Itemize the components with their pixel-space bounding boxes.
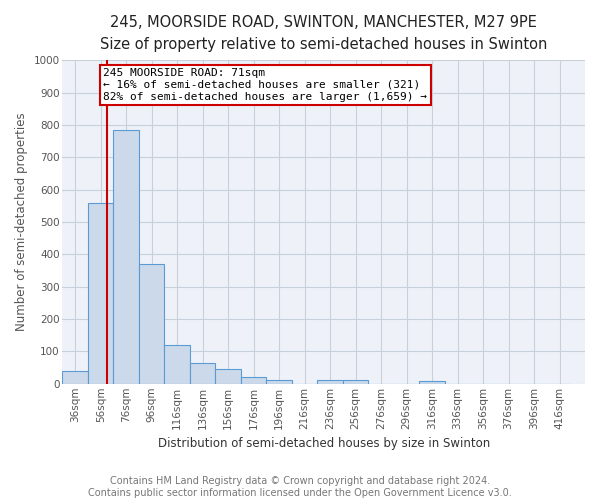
- Bar: [241, 376, 266, 384]
- Bar: [190, 364, 215, 384]
- Bar: [419, 380, 445, 384]
- Bar: [88, 204, 113, 384]
- Bar: [343, 380, 368, 384]
- Text: Contains HM Land Registry data © Crown copyright and database right 2024.
Contai: Contains HM Land Registry data © Crown c…: [88, 476, 512, 498]
- Bar: [317, 380, 343, 384]
- Text: 245 MOORSIDE ROAD: 71sqm
← 16% of semi-detached houses are smaller (321)
82% of : 245 MOORSIDE ROAD: 71sqm ← 16% of semi-d…: [103, 68, 427, 102]
- X-axis label: Distribution of semi-detached houses by size in Swinton: Distribution of semi-detached houses by …: [158, 437, 490, 450]
- Bar: [62, 371, 88, 384]
- Bar: [164, 345, 190, 384]
- Bar: [139, 264, 164, 384]
- Bar: [266, 380, 292, 384]
- Y-axis label: Number of semi-detached properties: Number of semi-detached properties: [15, 112, 28, 332]
- Bar: [113, 130, 139, 384]
- Title: 245, MOORSIDE ROAD, SWINTON, MANCHESTER, M27 9PE
Size of property relative to se: 245, MOORSIDE ROAD, SWINTON, MANCHESTER,…: [100, 15, 547, 52]
- Bar: [215, 368, 241, 384]
